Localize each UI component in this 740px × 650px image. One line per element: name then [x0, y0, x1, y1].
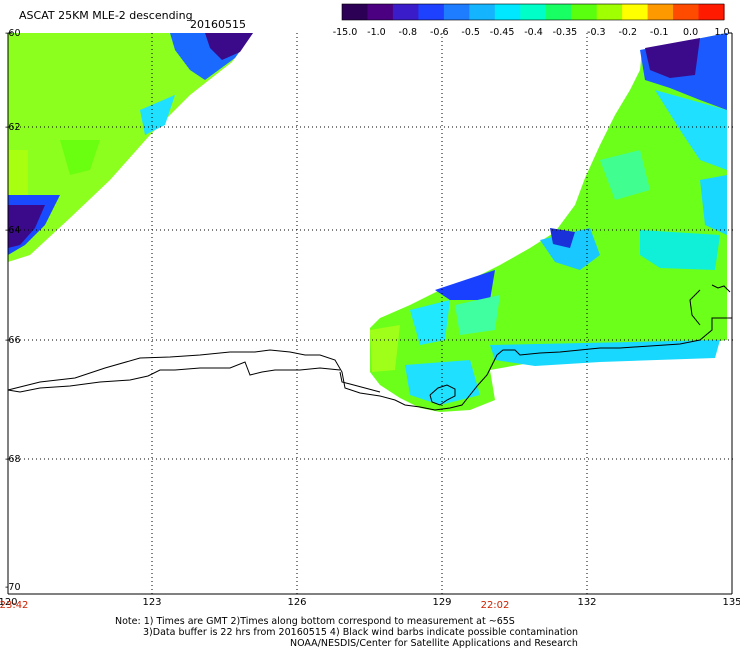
- colorbar-swatch: [418, 4, 445, 20]
- colorbar-swatch: [647, 4, 674, 20]
- latitude-tick-label: -60: [5, 28, 21, 39]
- colorbar-swatch: [596, 4, 623, 20]
- longitude-labels: 120 123 126 129 132 135: [0, 597, 740, 608]
- colorbar-swatch: [622, 4, 649, 20]
- colorbar-swatch: [367, 4, 394, 20]
- time-label: 23:42: [0, 600, 28, 611]
- longitude-tick-label: 129: [432, 597, 451, 608]
- colorbar-tick-label: -0.45: [490, 27, 515, 38]
- colorbar-swatch: [545, 4, 572, 20]
- colorbar-tick-label: -0.6: [430, 27, 449, 38]
- map-frame: [7, 32, 733, 595]
- colorbar-tick-label: 0.0: [683, 27, 698, 38]
- time-label: 22:02: [481, 600, 510, 611]
- longitude-tick-label: 126: [287, 597, 306, 608]
- colorbar-swatch: [469, 4, 496, 20]
- longitude-tick-label: 123: [142, 597, 161, 608]
- colorbar: [341, 3, 725, 21]
- colorbar-tick-label: -0.1: [650, 27, 669, 38]
- colorbar-tick-label: -0.8: [399, 27, 418, 38]
- map-date: 20160515: [190, 18, 246, 31]
- colorbar-swatch: [443, 4, 470, 20]
- swath-right: [370, 33, 727, 412]
- colorbar-tick-label: 1.0: [714, 27, 729, 38]
- colorbar-swatch: [673, 4, 700, 20]
- colorbar-tick-label: -0.4: [524, 27, 543, 38]
- colorbar-tick-label: -0.5: [461, 27, 480, 38]
- longitude-tick-label: 120: [0, 597, 18, 608]
- latitude-tick-label: -64: [5, 225, 21, 236]
- footnote-line-3: NOAA/NESDIS/Center for Satellite Applica…: [290, 638, 578, 649]
- latitude-tick-label: -62: [5, 122, 21, 133]
- colorbar-tick-label: -15.0: [333, 27, 358, 38]
- map-title: ASCAT 25KM MLE-2 descending: [19, 9, 193, 22]
- footnote-line-1: Note: 1) Times are GMT 2)Times along bot…: [115, 616, 515, 627]
- colorbar-tick-label: -1.0: [367, 27, 386, 38]
- longitude-tick-label: 135: [722, 597, 740, 608]
- colorbar-swatch: [571, 4, 598, 20]
- swath-left: [8, 33, 253, 262]
- latitude-labels: -60 -62 -64 -66 -68 -70: [5, 28, 21, 593]
- colorbar-swatch: [392, 4, 419, 20]
- footnote-line-2: 3)Data buffer is 22 hrs from 20160515 4)…: [143, 627, 579, 638]
- colorbar-tick-label: -0.2: [618, 27, 637, 38]
- latitude-tick-label: -68: [5, 454, 21, 465]
- colorbar-tick-label: -0.3: [587, 27, 606, 38]
- graticule: [8, 33, 736, 594]
- longitude-tick-label: 132: [577, 597, 596, 608]
- colorbar-outline: [341, 3, 725, 21]
- colorbar-labels: -15.0 -1.0 -0.8 -0.6 -0.5 -0.45 -0.4 -0.35 -0.3 -…: [333, 27, 730, 38]
- colorbar-swatch: [494, 4, 521, 20]
- latitude-tick-label: -70: [5, 582, 21, 593]
- colorbar-tick-label: -0.35: [553, 27, 578, 38]
- colorbar-swatch: [520, 4, 547, 20]
- time-labels: 23:42 22:02: [0, 600, 509, 611]
- colorbar-swatch: [698, 4, 725, 20]
- latitude-tick-label: -66: [5, 335, 21, 346]
- coastline: [7, 284, 732, 411]
- colorbar-swatch: [342, 4, 369, 20]
